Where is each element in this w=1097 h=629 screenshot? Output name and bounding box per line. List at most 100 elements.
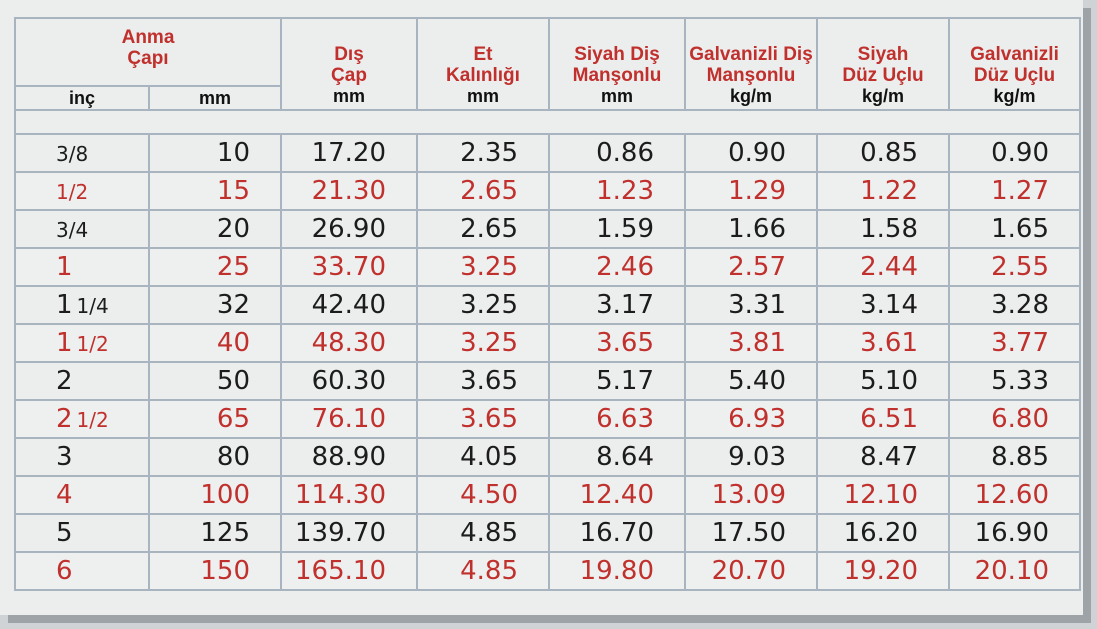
inch-fraction: 1/2 [76,408,109,432]
mm-cell: 65 [148,399,282,439]
galvanizli-duz-uclu-cell: 2.55 [948,247,1081,287]
inc-cell: 1 1/4 [14,285,150,325]
spacer-cell [14,109,1081,135]
siyah-dis-mansonlu-cell: 3.65 [548,323,686,363]
siyah-duz-uclu-header: Siyah Düz Uçlu kg/m [816,17,950,111]
anma-capi-header: Anma Çapı [14,17,282,87]
dis-cap-cell: 21.30 [280,171,418,211]
dis-cap-cell: 26.90 [280,209,418,249]
siyah-duz-uclu-cell: 6.51 [816,399,950,439]
gdm-l1: Galvanizli Diş [689,44,813,65]
galvanizli-duz-uclu-cell: 3.77 [948,323,1081,363]
inc-cell: 3 [14,437,150,477]
mm-cell: 100 [148,475,282,515]
dis-cap-cell: 42.40 [280,285,418,325]
galvanizli-dis-mansonlu-cell: 0.90 [684,133,818,173]
et-kalinligi-cell: 2.65 [416,171,550,211]
inc-cell: 1/2 [14,171,150,211]
gdm-l2: Manşonlu [706,65,796,86]
table-row: 4 100 114.30 4.50 12.40 13.09 12.10 12.60 [14,475,1081,515]
galvanizli-dis-mansonlu-cell: 1.66 [684,209,818,249]
et-kalinligi-cell: 3.65 [416,399,550,439]
inch-whole: 5 [56,518,73,548]
galvanizli-dis-mansonlu-cell: 13.09 [684,475,818,515]
galvanizli-duz-uclu-cell: 0.90 [948,133,1081,173]
inch-fraction: 3/4 [56,218,89,242]
siyah-dis-mansonlu-cell: 16.70 [548,513,686,553]
et-kalinligi-cell: 3.65 [416,361,550,401]
inc-cell: 5 [14,513,150,553]
header-spacer [14,109,1081,135]
galvanizli-duz-uclu-cell: 5.33 [948,361,1081,401]
siyah-dis-mansonlu-cell: 19.80 [548,551,686,591]
galvanizli-duz-uclu-cell: 16.90 [948,513,1081,553]
siyah-duz-uclu-cell: 2.44 [816,247,950,287]
et-kalinligi-header: Et Kalınlığı mm [416,17,550,111]
galvanizli-dis-mansonlu-cell: 6.93 [684,399,818,439]
inch-whole: 1 [56,328,73,358]
table-row: 6 150 165.10 4.85 19.80 20.70 19.20 20.10 [14,551,1081,591]
mm-cell: 10 [148,133,282,173]
gdu-l1: Galvanizli [970,44,1059,65]
inch-fraction: 1/2 [56,180,89,204]
galvanizli-duz-uclu-cell: 8.85 [948,437,1081,477]
galvanizli-duz-uclu-header: Galvanizli Düz Uçlu kg/m [948,17,1081,111]
galvanizli-duz-uclu-cell: 1.27 [948,171,1081,211]
siyah-duz-uclu-cell: 1.22 [816,171,950,211]
inch-whole: 1 [56,252,73,282]
dis-cap-cell: 165.10 [280,551,418,591]
siyah-duz-uclu-cell: 3.61 [816,323,950,363]
et-kalinligi-cell: 3.25 [416,247,550,287]
siyah-dis-mansonlu-cell: 3.17 [548,285,686,325]
inc-cell: 1 [14,247,150,287]
siyah-duz-uclu-cell: 16.20 [816,513,950,553]
inc-cell: 1 1/2 [14,323,150,363]
galvanizli-dis-mansonlu-cell: 3.31 [684,285,818,325]
et-kalinligi-cell: 3.25 [416,285,550,325]
mm-cell: 150 [148,551,282,591]
galvanizli-dis-mansonlu-cell: 17.50 [684,513,818,553]
galvanizli-duz-uclu-cell: 12.60 [948,475,1081,515]
dis-cap-cell: 33.70 [280,247,418,287]
table-row: 3 80 88.90 4.05 8.64 9.03 8.47 8.85 [14,437,1081,477]
dis-cap-header: Dış Çap mm [280,17,418,111]
mm-unit: mm [148,85,282,111]
table-row: 1 1/4 32 42.40 3.25 3.17 3.31 3.14 3.28 [14,285,1081,325]
mm-cell: 32 [148,285,282,325]
header-unit-row: inç mm [14,85,1080,111]
inch-fraction: 1/4 [76,294,109,318]
table-row: 2 50 60.30 3.65 5.17 5.40 5.10 5.33 [14,361,1081,401]
inch-fraction: 1/2 [76,332,109,356]
sdm-l1: Siyah Diş [574,44,660,65]
mm-cell: 125 [148,513,282,553]
sdm-l2: Manşonlu [572,65,662,86]
header-row: Anma Çapı Dış Çap mm Et Kalınlığı mm Siy… [14,17,1081,111]
inc-cell: 3/4 [14,209,150,249]
inch-fraction: 3/8 [56,142,89,166]
mm-cell: 25 [148,247,282,287]
inc-cell: 2 [14,361,150,401]
spec-table-panel: Anma Çapı Dış Çap mm Et Kalınlığı mm Siy… [0,0,1083,615]
galvanizli-dis-mansonlu-cell: 3.81 [684,323,818,363]
siyah-dis-mansonlu-cell: 12.40 [548,475,686,515]
inch-whole: 3 [56,442,73,472]
gdu-l2: Düz Uçlu [973,65,1056,86]
et-kalinligi-cell: 4.05 [416,437,550,477]
et-kalinligi-cell: 3.25 [416,323,550,363]
siyah-duz-uclu-cell: 8.47 [816,437,950,477]
siyah-duz-uclu-cell: 1.58 [816,209,950,249]
inc-cell: 3/8 [14,133,150,173]
dis-cap-cell: 17.20 [280,133,418,173]
mm-cell: 40 [148,323,282,363]
gdu-unit: kg/m [993,86,1036,106]
dis-cap-cell: 114.30 [280,475,418,515]
inc-cell: 2 1/2 [14,399,150,439]
siyah-duz-uclu-cell: 3.14 [816,285,950,325]
dis-cap-cell: 76.10 [280,399,418,439]
table-row: 3/8 10 17.20 2.35 0.86 0.90 0.85 0.90 [14,133,1081,173]
et-kalinligi-cell: 4.85 [416,551,550,591]
mm-cell: 15 [148,171,282,211]
gdm-unit: kg/m [729,86,772,106]
inch-whole: 2 [56,366,73,396]
mm-cell: 20 [148,209,282,249]
